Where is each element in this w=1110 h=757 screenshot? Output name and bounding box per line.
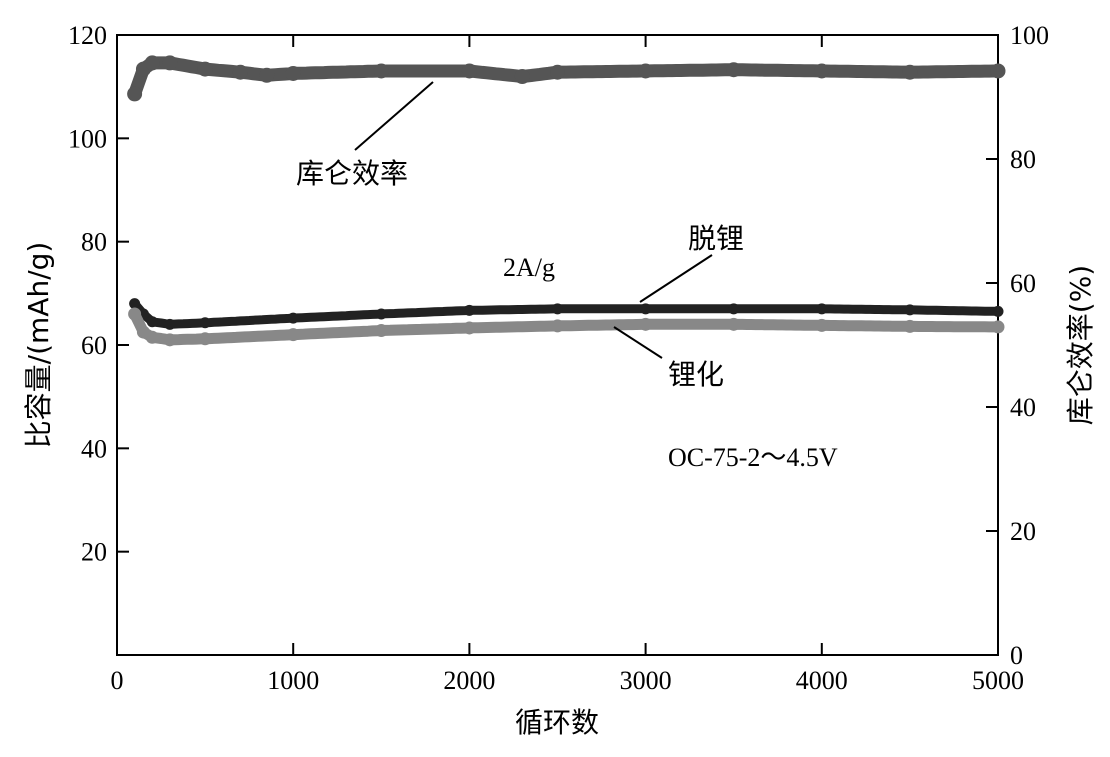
series-2 — [128, 307, 1005, 347]
sample-annotation: OC-75-2～4.5V — [668, 443, 838, 472]
data-point — [902, 64, 918, 80]
y-right-tick-label: 80 — [1010, 145, 1036, 174]
y-right-tick-label: 0 — [1010, 641, 1023, 670]
data-point — [145, 330, 159, 344]
data-point — [814, 63, 830, 79]
x-tick-label: 5000 — [972, 666, 1024, 695]
rate-annotation: 2A/g — [503, 253, 555, 282]
data-point — [144, 55, 160, 71]
series-0 — [127, 55, 1006, 102]
x-axis-label: 循环数 — [515, 706, 599, 739]
y-right-tick-label: 100 — [1010, 21, 1049, 50]
y-left-tick-label: 80 — [81, 228, 107, 257]
data-point — [463, 304, 475, 316]
data-point — [232, 64, 248, 80]
ticks-layer: 0 1000 2000 3000 4000 5000 20 40 60 80 100 120 0 20 40… — [68, 21, 1049, 695]
data-point — [552, 303, 563, 315]
data-point — [198, 332, 212, 346]
data-point — [638, 63, 654, 79]
data-point — [727, 317, 741, 331]
data-point — [726, 62, 742, 78]
data-point — [375, 308, 387, 320]
y-left-tick-label: 40 — [81, 434, 107, 463]
delithiation-leader-line — [639, 254, 713, 303]
x-tick-label: 1000 — [267, 666, 319, 695]
coulombic-label: 库仑效率 — [296, 157, 408, 190]
x-tick-label: 4000 — [796, 666, 848, 695]
y-left-tick-label: 20 — [81, 538, 107, 567]
data-point — [127, 86, 143, 102]
y-axis-left-label: 比容量/(mAh/g) — [22, 242, 55, 449]
data-point — [461, 63, 477, 79]
data-point — [163, 333, 177, 347]
data-point — [287, 312, 299, 324]
x-tick-label: 0 — [111, 666, 124, 695]
data-point — [259, 67, 275, 83]
data-point — [146, 316, 158, 328]
series-layer — [127, 55, 1006, 347]
lithiation-leader-line — [613, 326, 663, 359]
y-right-tick-label: 20 — [1010, 517, 1036, 546]
y-right-tick-label: 60 — [1010, 269, 1036, 298]
data-point — [640, 303, 652, 315]
lithiation-label: 锂化 — [668, 358, 724, 391]
y-left-tick-label: 120 — [68, 21, 107, 50]
data-point — [551, 319, 564, 333]
data-point — [286, 328, 300, 342]
data-point — [164, 318, 176, 330]
data-point — [550, 64, 565, 80]
data-point — [197, 61, 213, 77]
delithiation-label: 脱锂 — [688, 222, 744, 255]
data-point — [373, 63, 389, 79]
y-right-tick-label: 40 — [1010, 393, 1036, 422]
series-1 — [129, 298, 1004, 330]
x-tick-label: 2000 — [443, 666, 495, 695]
data-point — [162, 55, 178, 71]
x-tick-label: 3000 — [620, 666, 672, 695]
data-point — [199, 317, 211, 329]
data-point — [990, 63, 1006, 79]
data-point — [639, 317, 653, 331]
data-point — [992, 305, 1004, 317]
y-left-tick-label: 100 — [68, 124, 107, 153]
data-point — [129, 298, 141, 310]
data-point — [991, 320, 1005, 334]
data-point — [374, 324, 388, 338]
data-point — [462, 321, 476, 335]
data-point — [903, 319, 917, 333]
y-left-tick-label: 60 — [81, 331, 107, 360]
series-band — [129, 308, 1004, 346]
series-band — [128, 56, 1005, 101]
data-point — [514, 69, 530, 85]
coulombic-leader-line — [354, 81, 434, 151]
data-point — [815, 318, 829, 332]
series-band — [130, 299, 1003, 329]
data-point — [285, 65, 301, 81]
plot-frame — [116, 34, 999, 656]
data-point — [816, 303, 828, 315]
data-point — [904, 304, 916, 316]
y-axis-right-label: 库仑效率(%) — [1064, 265, 1097, 425]
data-point — [128, 307, 142, 321]
data-point — [728, 303, 740, 315]
